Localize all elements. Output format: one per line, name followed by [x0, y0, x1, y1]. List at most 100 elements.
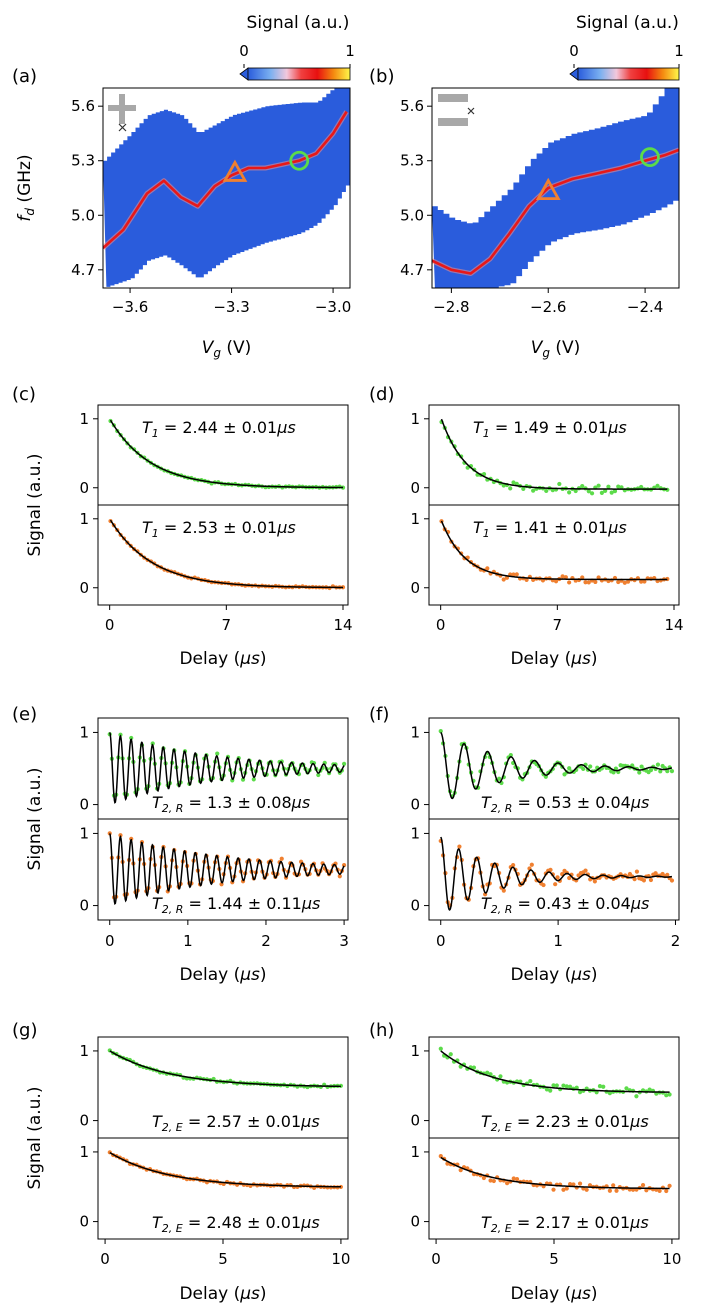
annotation-unit: μs	[629, 1213, 649, 1232]
y-axis-label: Signal (a.u.)	[25, 1087, 45, 1190]
x-axis-label-unit: (V)	[550, 338, 580, 358]
annotation-value: = 0.53 ± 0.04	[512, 793, 630, 812]
circle-marker	[289, 150, 310, 171]
data-point	[639, 764, 644, 769]
data-point	[637, 770, 642, 775]
y-tick-label: 0	[410, 579, 420, 597]
colorbar-tick-label: 1	[674, 42, 684, 60]
x-axis-label-unit: μs	[570, 965, 591, 985]
data-point	[583, 868, 588, 873]
data-point	[669, 878, 675, 883]
data-point	[508, 753, 513, 758]
annotation-symbol: T	[142, 418, 153, 437]
fit-line	[109, 419, 344, 489]
plus-gate-horizontal	[108, 105, 136, 111]
data-point	[596, 483, 601, 488]
data-point	[580, 483, 585, 489]
data-point	[606, 484, 611, 489]
data-point	[616, 579, 621, 585]
x-tick-label: 14	[333, 616, 352, 634]
annotation-subscript: 1	[152, 427, 159, 440]
panel-label: (h)	[369, 1020, 394, 1041]
fit-line	[440, 418, 668, 490]
data-point	[667, 1092, 672, 1097]
y-tick-label: 0	[79, 1112, 89, 1130]
x-axis-label-unit: (V)	[221, 338, 251, 358]
annotation-symbol: T	[481, 793, 492, 812]
data-point	[560, 574, 565, 579]
annotation-subscript: 2, R	[491, 802, 513, 815]
data-point	[567, 490, 572, 495]
panel-label: (e)	[12, 704, 37, 725]
data-point	[514, 572, 519, 577]
data-point	[564, 1186, 569, 1191]
panel-label: (a)	[12, 66, 37, 87]
subplot-frame	[97, 818, 349, 921]
x-axis-label: Delay (μs)	[179, 649, 266, 669]
fit-annotation: T2, E = 2.17 ± 0.01μs	[481, 1213, 649, 1235]
bar-gate-top	[438, 94, 468, 102]
fit-annotation: T1 = 2.53 ± 0.01μs	[142, 518, 296, 540]
data-point	[648, 767, 654, 773]
data-point	[438, 729, 443, 734]
annotation-unit: μs	[301, 894, 321, 913]
data-point	[577, 1181, 583, 1186]
annotation-subscript: 2, R	[162, 903, 184, 916]
x-axis-label: Delay (μs)	[179, 1284, 266, 1304]
colorbar: Signal (a.u.) 0 1	[239, 13, 355, 81]
data-point	[531, 488, 536, 493]
data-point	[501, 483, 506, 488]
x-tick-label: 0	[105, 932, 115, 950]
data-point	[564, 1084, 569, 1089]
data-point	[340, 485, 346, 490]
fit-annotation: T2, R = 0.43 ± 0.04μs	[481, 894, 649, 916]
annotation-value: = 2.23 ± 0.01	[512, 1112, 630, 1131]
x-axis-label-text: Delay (	[179, 649, 240, 669]
x-axis-label-close: )	[591, 1284, 598, 1304]
x-tick-label: 0	[431, 1250, 441, 1268]
annotation-value: = 2.48 ± 0.01	[183, 1213, 301, 1232]
data-point	[568, 1181, 573, 1187]
data-point	[586, 580, 591, 585]
y-axis-label: fd (GHz)	[15, 154, 37, 221]
y-tick-label: 1	[410, 510, 420, 528]
data-point	[614, 1188, 619, 1193]
x-axis-label-text: Delay (	[510, 965, 571, 985]
data-point	[611, 1183, 616, 1188]
data-point	[647, 1087, 652, 1092]
annotation-unit: μs	[630, 793, 650, 812]
x-tick-label: 5	[549, 1250, 559, 1268]
x-axis-label: Delay (μs)	[179, 965, 266, 985]
subplot: 01 T1 = 1.41 ± 0.01μs	[410, 504, 680, 606]
x-tick-label: 5	[218, 1250, 228, 1268]
x-tick-label: 7	[222, 616, 232, 634]
y-tick-label: 5.6	[400, 97, 424, 115]
x-tick-label: 10	[662, 1250, 681, 1268]
x-axis-label-unit: μs	[239, 649, 260, 669]
annotation-subscript: 2, R	[491, 903, 513, 916]
x-axis-label-text: Delay (	[510, 649, 571, 669]
data-point	[448, 1052, 453, 1057]
annotation-subscript: 1	[152, 527, 159, 540]
data-point	[588, 764, 593, 769]
data-point	[561, 1187, 566, 1192]
colorbar-extend-arrow	[239, 67, 249, 81]
annotation-unit: μs	[629, 1112, 649, 1131]
data-point	[640, 1183, 646, 1188]
data-point	[554, 1083, 559, 1088]
triangle-marker	[535, 177, 561, 201]
data-point	[485, 1070, 490, 1075]
y-tick-label: 0	[410, 897, 420, 915]
subplot: 0 1 T2, R = 0.43 ± 0.04μs	[410, 818, 680, 921]
annotation-subscript: 2, E	[491, 1121, 512, 1134]
data-point	[612, 488, 618, 494]
x-axis-label-text: Delay (	[179, 965, 240, 985]
plus-gate-icon	[108, 94, 136, 132]
heatmap-area	[432, 88, 679, 288]
triangle-marker	[222, 159, 248, 182]
data-point	[438, 1154, 443, 1159]
data-point	[607, 1188, 612, 1193]
annotation-symbol: T	[152, 1112, 163, 1131]
